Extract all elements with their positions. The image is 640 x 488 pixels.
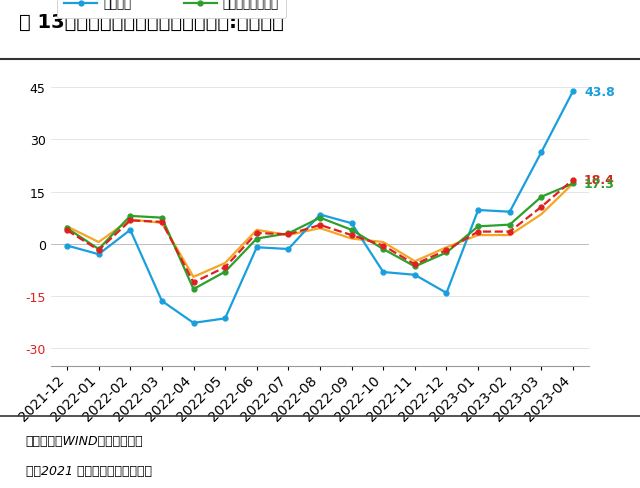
限额以上商品零售 (538, 194, 545, 200)
限额以上商品零售 (63, 226, 71, 232)
餐饮收入 (569, 89, 577, 95)
限额以下商品零售 (474, 233, 482, 239)
限额以上商品零售 (474, 224, 482, 230)
Line: 限额以上商品零售: 限额以上商品零售 (65, 182, 575, 292)
限额以上商品零售 (285, 231, 292, 237)
餐饮收入 (411, 272, 419, 278)
餐饮收入 (221, 316, 229, 322)
限额以下商品零售 (221, 261, 229, 266)
限额以下商品零售 (63, 224, 71, 230)
社会消费品零售总额 (569, 177, 577, 183)
社会消费品零售总额 (189, 280, 197, 286)
餐饮收入 (63, 243, 71, 249)
社会消费品零售总额 (63, 228, 71, 234)
限额以下商品零售 (95, 240, 102, 245)
餐饮收入 (127, 227, 134, 233)
社会消费品零售总额 (221, 264, 229, 270)
限额以下商品零售 (127, 217, 134, 223)
限额以下商品零售 (285, 233, 292, 239)
Line: 餐饮收入: 餐饮收入 (65, 89, 575, 325)
餐饮收入 (443, 290, 451, 296)
限额以下商品零售 (158, 221, 166, 226)
限额以下商品零售 (316, 226, 324, 232)
社会消费品零售总额 (285, 232, 292, 238)
社会消费品零售总额 (474, 229, 482, 235)
限额以下商品零售 (569, 181, 577, 187)
限额以上商品零售 (95, 246, 102, 252)
社会消费品零售总额 (348, 233, 355, 239)
餐饮收入 (189, 320, 197, 326)
限额以下商品零售 (253, 227, 260, 233)
Text: 资料来源：WIND，财信研究院: 资料来源：WIND，财信研究院 (26, 434, 143, 447)
社会消费品零售总额 (443, 247, 451, 253)
限额以上商品零售 (380, 246, 387, 252)
限额以上商品零售 (348, 227, 355, 233)
Text: 18.4: 18.4 (584, 174, 615, 187)
餐饮收入 (316, 212, 324, 218)
限额以上商品零售 (221, 269, 229, 275)
餐饮收入 (506, 209, 513, 215)
限额以下商品零售 (348, 236, 355, 242)
限额以上商品零售 (158, 215, 166, 221)
限额以上商品零售 (253, 236, 260, 242)
餐饮收入 (474, 207, 482, 213)
Text: 图 13：社会消费品零售总额及其分项:当月同比: 图 13：社会消费品零售总额及其分项:当月同比 (19, 13, 284, 32)
Text: 43.8: 43.8 (584, 85, 615, 99)
餐饮收入 (538, 150, 545, 156)
社会消费品零售总额 (506, 229, 513, 235)
限额以下商品零售 (380, 240, 387, 245)
限额以下商品零售 (506, 233, 513, 239)
社会消费品零售总额 (253, 230, 260, 236)
限额以上商品零售 (316, 215, 324, 221)
社会消费品零售总额 (411, 262, 419, 268)
餐饮收入 (95, 252, 102, 258)
餐饮收入 (380, 269, 387, 275)
社会消费品零售总额 (158, 220, 166, 225)
社会消费品零售总额 (380, 243, 387, 249)
社会消费品零售总额 (95, 247, 102, 253)
限额以下商品零售 (538, 212, 545, 218)
限额以下商品零售 (443, 245, 451, 251)
限额以上商品零售 (127, 214, 134, 220)
社会消费品零售总额 (538, 204, 545, 210)
餐饮收入 (285, 246, 292, 252)
餐饮收入 (253, 245, 260, 251)
Legend: 社会消费品零售总额, 餐饮收入, 限额以下商品零售, 限额以上商品零售: 社会消费品零售总额, 餐饮收入, 限额以下商品零售, 限额以上商品零售 (57, 0, 286, 19)
Text: 17.3: 17.3 (584, 178, 615, 191)
社会消费品零售总额 (127, 218, 134, 224)
限额以下商品零售 (189, 274, 197, 280)
限额以上商品零售 (411, 264, 419, 270)
Line: 社会消费品零售总额: 社会消费品零售总额 (65, 178, 575, 285)
限额以上商品零售 (443, 250, 451, 256)
限额以上商品零售 (569, 181, 577, 187)
限额以上商品零售 (189, 286, 197, 292)
餐饮收入 (348, 221, 355, 227)
限额以上商品零售 (506, 222, 513, 228)
社会消费品零售总额 (316, 223, 324, 228)
限额以下商品零售 (411, 259, 419, 264)
Line: 限额以下商品零售: 限额以下商品零售 (67, 184, 573, 277)
餐饮收入 (158, 298, 166, 304)
Text: 注：2021 年数据为两年平均增速: 注：2021 年数据为两年平均增速 (26, 464, 152, 477)
